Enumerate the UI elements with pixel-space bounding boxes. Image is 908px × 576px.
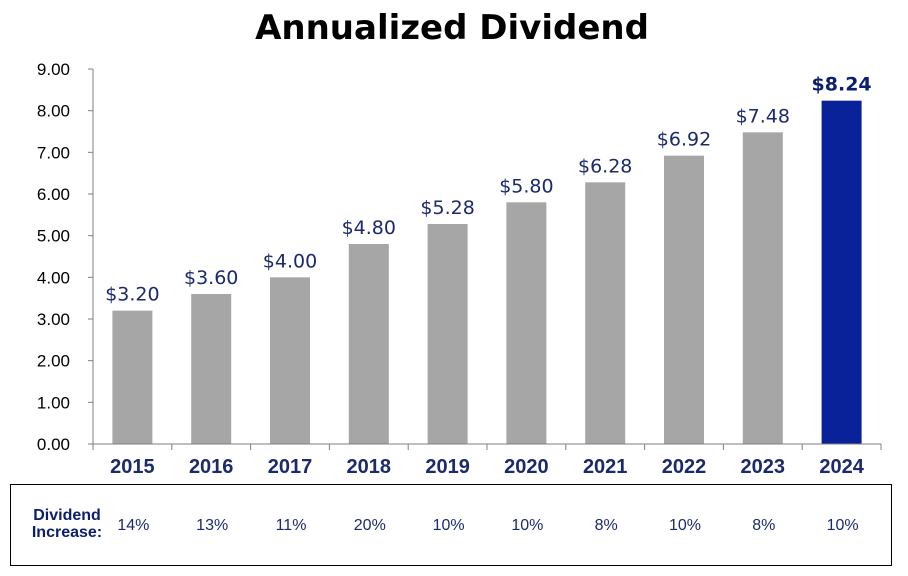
- data-label-2019: $5.28: [420, 197, 474, 219]
- data-label-2021: $6.28: [578, 155, 632, 177]
- data-label-2023: $7.48: [736, 105, 790, 127]
- y-axis: 0.00 1.00 2.00 3.00 4.00 5.00 6.00 7.00 8.00 9.00: [37, 60, 94, 454]
- y-tick-label: 3.00: [37, 310, 70, 329]
- data-label-2015: $3.20: [105, 284, 159, 306]
- dividend-increase-value: 13%: [196, 517, 229, 534]
- data-label-2017: $4.00: [263, 250, 317, 272]
- x-tick-label-2020: 2020: [504, 456, 549, 478]
- y-tick-label: 4.00: [37, 268, 70, 287]
- data-label-2016: $3.60: [184, 267, 238, 289]
- y-tick-label: 0.00: [37, 435, 70, 454]
- bar-2015: [112, 310, 153, 444]
- x-tick-label-2019: 2019: [425, 456, 470, 478]
- y-tick-label: 6.00: [37, 185, 70, 204]
- bars: $3.20 $3.60 $4.00 $4.80 $5.28 $5.80 $6.28 $6.92…: [105, 74, 872, 445]
- y-tick-label: 7.00: [37, 143, 70, 162]
- x-tick-label-2021: 2021: [583, 456, 628, 478]
- dividend-increase-value: 10%: [668, 517, 702, 534]
- bar-2019: [427, 224, 468, 444]
- bar-2021: [585, 182, 626, 445]
- x-tick-label-2022: 2022: [662, 456, 707, 478]
- bar-2020: [506, 202, 547, 444]
- dividend-increase-label-line2: Increase:: [31, 524, 103, 541]
- x-axis: 2015 2016 2017 2018 2019 2020 2021 2022 2023 2024: [92, 443, 882, 478]
- x-tick-label-2024: 2024: [819, 456, 864, 478]
- dividend-increase-value: 10%: [432, 517, 465, 534]
- y-tick-label: 9.00: [37, 60, 70, 79]
- y-tick-label: 5.00: [37, 227, 70, 246]
- bar-2018: [348, 244, 389, 444]
- dividend-increase-table: Dividend Increase: 14% 13% 11% 20% 10% 10% 8% 1…: [10, 484, 892, 566]
- bar-2022: [664, 155, 704, 444]
- x-tick-label-2023: 2023: [741, 456, 786, 478]
- dividend-increase-value: 11%: [275, 517, 307, 534]
- y-tick-label: 8.00: [37, 102, 70, 121]
- data-label-2018: $4.80: [342, 217, 396, 239]
- chart-title: Annualized Dividend: [255, 8, 649, 48]
- y-tick-label: 2.00: [37, 352, 70, 371]
- dividend-increase-value: 10%: [826, 517, 859, 534]
- annualized-dividend-chart: Annualized Dividend 0.00 1.00 2.00 3.00 4.00…: [37, 8, 882, 478]
- dividend-increase-value: 10%: [511, 517, 544, 534]
- dividend-increase-value: 8%: [752, 517, 776, 534]
- bar-2016: [191, 294, 232, 444]
- data-label-2024: $8.24: [812, 74, 872, 96]
- data-label-2022: $6.92: [657, 129, 711, 151]
- x-tick-label-2017: 2017: [268, 456, 313, 478]
- x-tick-label-2018: 2018: [347, 456, 392, 478]
- dividend-increase-value: 14%: [117, 517, 150, 534]
- bar-2024: [821, 100, 862, 445]
- x-tick-label-2016: 2016: [189, 456, 234, 478]
- data-label-2020: $5.80: [499, 175, 553, 197]
- dividend-increase-value: 8%: [594, 517, 618, 534]
- dividend-increase-label: Dividend Increase:: [25, 507, 109, 541]
- dividend-increase-value: 20%: [353, 517, 386, 534]
- bar-2017: [270, 277, 310, 444]
- dividend-increase-label-line1: Dividend: [33, 507, 101, 524]
- x-tick-label-2015: 2015: [110, 456, 155, 478]
- y-tick-label: 1.00: [37, 393, 70, 412]
- bar-2023: [742, 132, 783, 445]
